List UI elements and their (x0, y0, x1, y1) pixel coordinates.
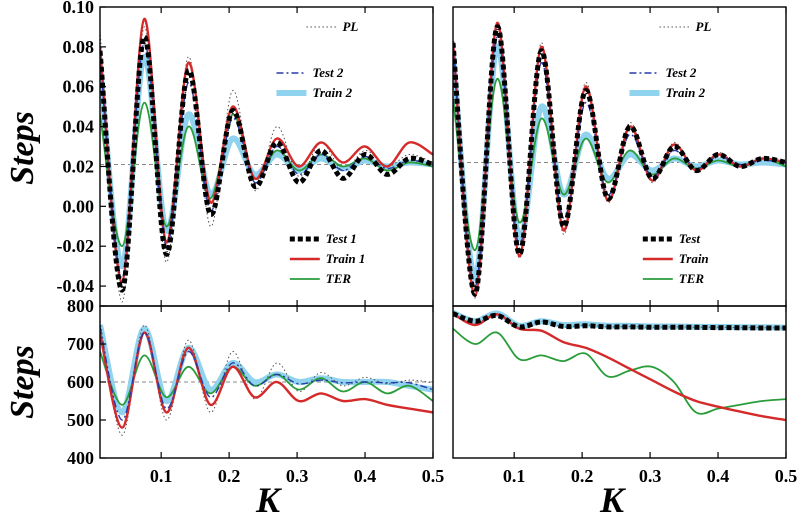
x-tick-label: 0.5 (775, 466, 798, 486)
legend-label: Train (679, 251, 709, 266)
legend-label: Train 2 (312, 85, 352, 100)
series-train-1 (100, 331, 433, 429)
panel-bottom-left: 0.1 0.2 0.3 0.4 0.5 400 500 600 700 800 (67, 296, 444, 486)
series-test (453, 24, 786, 297)
x-tick-label: 0.2 (218, 466, 241, 486)
x-tick-label: 0.4 (354, 466, 377, 486)
y-tick-label: 600 (67, 372, 94, 392)
y-tick-label: 0.00 (63, 196, 95, 216)
x-tick-label: 0.3 (286, 466, 309, 486)
legend-label: Train 2 (665, 85, 705, 100)
y-tick-label: 500 (67, 410, 94, 430)
plot-area-top-left (100, 17, 433, 303)
series-ter (100, 101, 433, 248)
series-test (453, 311, 786, 331)
legend-label: Test (679, 231, 701, 246)
y-tick-label: 0.02 (63, 156, 95, 176)
panels: -0.04 -0.02 0.00 0.02 0.04 0.06 0.08 0.10 PL Test… (57, 0, 798, 486)
y-tick-label: -0.02 (57, 236, 95, 256)
legend-label: Test 2 (665, 65, 696, 80)
x-tick-label: 0.1 (150, 466, 173, 486)
panel-top-right: PL Test 2 Train 2 Test Train TER (452, 6, 787, 307)
y-tick-label: 0.06 (63, 77, 95, 97)
x-tick-label: 0.3 (639, 466, 662, 486)
legend-label: PL (342, 19, 358, 34)
series-ter (453, 328, 786, 415)
x-tick-label: 0.4 (707, 466, 730, 486)
x-axis-label-right: K (599, 480, 627, 520)
y-tick-label: 0.10 (63, 0, 95, 17)
y-tick-label: 700 (67, 334, 94, 354)
y-tick-label: -0.04 (57, 276, 95, 296)
series-ter (453, 77, 786, 252)
series-train-1 (100, 17, 433, 284)
y-axis-label-top: Steps (4, 111, 41, 185)
panel-bottom-right: 0.1 0.2 0.3 0.4 0.5 (452, 305, 798, 486)
series-test-2 (100, 326, 433, 421)
legend-label: TER (679, 271, 705, 286)
plot-area-bottom-right (453, 309, 786, 422)
panel-frame (452, 305, 787, 459)
x-axis-label-left: K (255, 480, 283, 520)
legend-label: TER (326, 271, 352, 286)
legend-label: Train 1 (326, 251, 366, 266)
x-tick-label: 0.5 (422, 466, 445, 486)
plot-area-top-right (453, 21, 786, 299)
y-tick-label: 400 (67, 448, 94, 468)
plot-area-bottom-left (100, 321, 433, 436)
y-tick-label: 0.08 (63, 37, 95, 57)
x-tick-label: 0.1 (503, 466, 526, 486)
y-tick-label: 0.04 (63, 117, 95, 137)
legend-label: Test 2 (312, 65, 343, 80)
x-tick-label: 0.2 (571, 466, 594, 486)
panel-top-left: -0.04 -0.02 0.00 0.02 0.04 0.06 0.08 0.10 PL Test… (57, 0, 434, 307)
legend-label: Test 1 (326, 231, 357, 246)
y-axis-label-bottom: Steps (4, 345, 41, 419)
y-tick-label: 800 (67, 296, 94, 316)
series-test-2 (453, 36, 786, 287)
legend-label: PL (695, 19, 711, 34)
